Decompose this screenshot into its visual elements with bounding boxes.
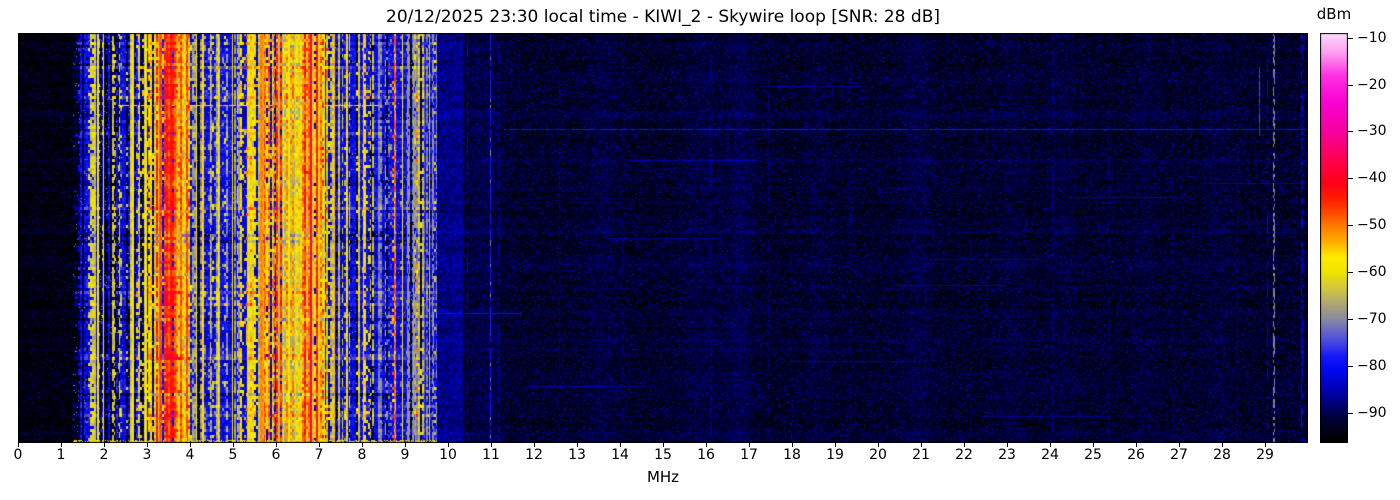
colorbar-tick-label: −20 [1357,76,1387,93]
x-tick-label: 21 [912,447,930,463]
x-tick-mark [319,443,320,447]
colorbar-tick-label: −60 [1357,263,1387,280]
x-tick-label: 13 [568,447,586,463]
x-tick-label: 10 [439,447,457,463]
colorbar-tick-label: −40 [1357,170,1387,187]
x-tick-mark [104,443,105,447]
x-tick-mark [792,443,793,447]
x-tick-mark [1265,443,1266,447]
x-tick-mark [1222,443,1223,447]
x-tick-label: 4 [185,447,195,463]
x-tick-mark [878,443,879,447]
x-tick-label: 26 [1127,447,1145,463]
x-tick-label: 25 [1084,447,1102,463]
x-tick-label: 24 [1041,447,1059,463]
x-tick-label: 28 [1213,447,1231,463]
x-tick-label: 9 [400,447,410,463]
x-tick-label: 0 [13,447,23,463]
x-tick-mark [405,443,406,447]
x-tick-label: 1 [56,447,66,463]
colorbar-tick-label: −10 [1357,29,1387,46]
colorbar-tick-label: −70 [1357,310,1387,327]
x-tick-label: 8 [357,447,367,463]
x-tick-mark [61,443,62,447]
x-tick-mark [964,443,965,447]
colorbar-tick-mark [1348,131,1353,133]
x-tick-mark [276,443,277,447]
x-tick-label: 14 [611,447,629,463]
x-tick-mark [1179,443,1180,447]
x-tick-label: 11 [482,447,500,463]
chart-title: 20/12/2025 23:30 local time - KIWI_2 - S… [386,7,940,27]
x-tick-mark [534,443,535,447]
colorbar-tick-mark [1348,318,1353,320]
x-tick-label: 3 [142,447,152,463]
x-tick-mark [620,443,621,447]
x-tick-mark [749,443,750,447]
x-tick-mark [1136,443,1137,447]
x-tick-label: 18 [783,447,801,463]
colorbar-tick-mark [1348,37,1353,39]
colorbar [1320,33,1348,443]
x-tick-mark [362,443,363,447]
x-axis-label: MHz [646,468,680,486]
x-tick-mark [835,443,836,447]
x-tick-mark [1007,443,1008,447]
x-tick-label: 19 [826,447,844,463]
x-tick-mark [1093,443,1094,447]
x-tick-mark [18,443,19,447]
x-tick-mark [448,443,449,447]
x-tick-label: 12 [525,447,543,463]
x-tick-label: 6 [271,447,281,463]
x-tick-label: 27 [1170,447,1188,463]
x-tick-mark [706,443,707,447]
colorbar-tick-mark [1348,225,1353,227]
x-tick-label: 15 [654,447,672,463]
x-tick-mark [1050,443,1051,447]
x-tick-label: 20 [869,447,887,463]
x-tick-mark [491,443,492,447]
colorbar-label: dBm [1316,5,1352,23]
x-tick-mark [190,443,191,447]
x-tick-mark [577,443,578,447]
x-tick-label: 5 [228,447,238,463]
colorbar-tick-mark [1348,412,1353,414]
x-tick-label: 7 [314,447,324,463]
x-tick-label: 17 [740,447,758,463]
spectrum-waterfall-heatmap [18,33,1308,443]
colorbar-tick-mark [1348,178,1353,180]
x-tick-label: 22 [955,447,973,463]
x-tick-label: 16 [697,447,715,463]
x-tick-label: 2 [99,447,109,463]
x-tick-label: 29 [1256,447,1274,463]
colorbar-tick-label: −30 [1357,123,1387,140]
colorbar-tick-mark [1348,365,1353,367]
colorbar-tick-label: −90 [1357,404,1387,421]
x-tick-mark [921,443,922,447]
x-tick-mark [233,443,234,447]
x-tick-mark [663,443,664,447]
colorbar-tick-label: −50 [1357,217,1387,234]
x-tick-mark [147,443,148,447]
colorbar-tick-mark [1348,271,1353,273]
x-tick-label: 23 [998,447,1016,463]
colorbar-tick-label: −80 [1357,357,1387,374]
colorbar-tick-mark [1348,84,1353,86]
